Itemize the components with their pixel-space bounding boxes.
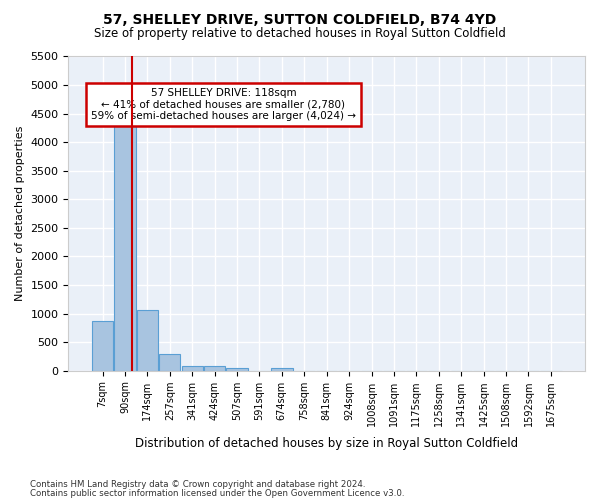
Bar xyxy=(92,321,113,370)
Text: Contains HM Land Registry data © Crown copyright and database right 2024.: Contains HM Land Registry data © Crown c… xyxy=(30,480,365,489)
Text: Size of property relative to detached houses in Royal Sutton Coldfield: Size of property relative to detached ho… xyxy=(94,28,506,40)
Y-axis label: Number of detached properties: Number of detached properties xyxy=(15,126,25,302)
Text: 57, SHELLEY DRIVE, SUTTON COLDFIELD, B74 4YD: 57, SHELLEY DRIVE, SUTTON COLDFIELD, B74… xyxy=(103,12,497,26)
X-axis label: Distribution of detached houses by size in Royal Sutton Coldfield: Distribution of detached houses by size … xyxy=(135,437,518,450)
Bar xyxy=(226,368,248,370)
Bar xyxy=(271,368,293,370)
Bar xyxy=(182,366,203,370)
Bar xyxy=(137,310,158,370)
Text: 57 SHELLEY DRIVE: 118sqm
← 41% of detached houses are smaller (2,780)
59% of sem: 57 SHELLEY DRIVE: 118sqm ← 41% of detach… xyxy=(91,88,356,121)
Bar xyxy=(159,354,181,370)
Bar xyxy=(115,110,136,370)
Text: Contains public sector information licensed under the Open Government Licence v3: Contains public sector information licen… xyxy=(30,488,404,498)
Bar xyxy=(204,366,225,370)
